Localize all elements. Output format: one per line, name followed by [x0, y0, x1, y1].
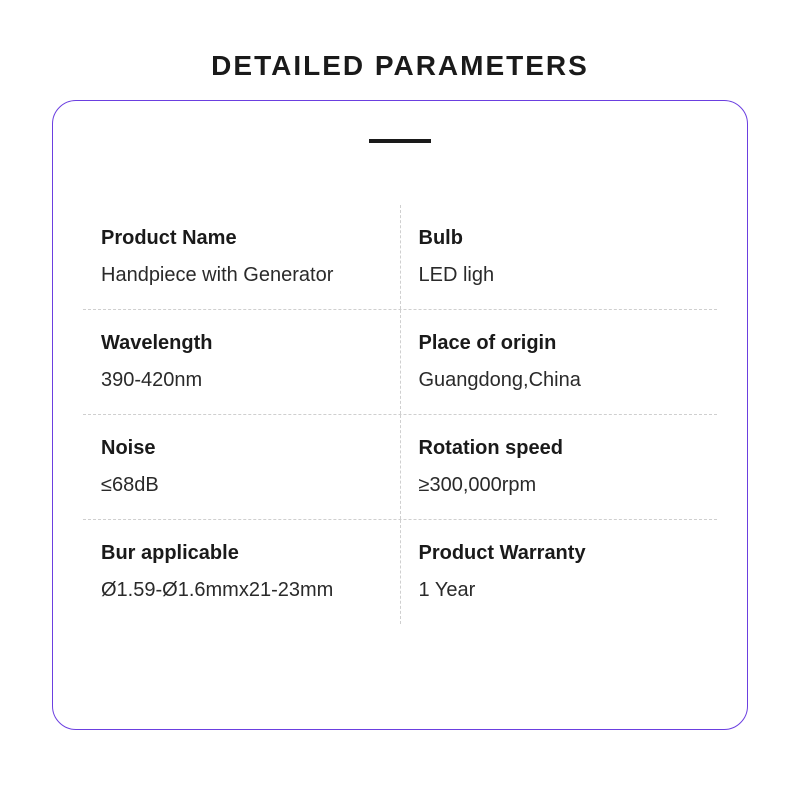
- cell-wavelength: Wavelength 390-420nm: [83, 310, 401, 414]
- cell-bulb: Bulb LED ligh: [401, 205, 718, 309]
- param-value: Handpiece with Generator: [101, 264, 390, 287]
- param-label: Noise: [101, 437, 390, 460]
- table-row: Wavelength 390-420nm Place of origin Gua…: [83, 310, 717, 415]
- param-value: ≤68dB: [101, 474, 390, 497]
- param-value: LED ligh: [419, 264, 708, 287]
- parameters-grid: Product Name Handpiece with Generator Bu…: [83, 205, 717, 624]
- param-label: Rotation speed: [419, 437, 708, 460]
- parameters-card: Product Name Handpiece with Generator Bu…: [52, 100, 748, 730]
- table-row: Product Name Handpiece with Generator Bu…: [83, 205, 717, 310]
- cell-place-of-origin: Place of origin Guangdong,China: [401, 310, 718, 414]
- table-row: Bur applicable Ø1.59-Ø1.6mmx21-23mm Prod…: [83, 520, 717, 624]
- param-value: 1 Year: [419, 579, 708, 602]
- param-label: Product Name: [101, 227, 390, 250]
- param-value: Guangdong,China: [419, 369, 708, 392]
- page-title: DETAILED PARAMETERS: [52, 50, 748, 82]
- param-label: Wavelength: [101, 332, 390, 355]
- divider-dash: [369, 139, 431, 143]
- cell-rotation-speed: Rotation speed ≥300,000rpm: [401, 415, 718, 519]
- cell-noise: Noise ≤68dB: [83, 415, 401, 519]
- cell-product-warranty: Product Warranty 1 Year: [401, 520, 718, 624]
- cell-bur-applicable: Bur applicable Ø1.59-Ø1.6mmx21-23mm: [83, 520, 401, 624]
- param-value: Ø1.59-Ø1.6mmx21-23mm: [101, 579, 390, 602]
- param-value: 390-420nm: [101, 369, 390, 392]
- param-label: Product Warranty: [419, 542, 708, 565]
- param-label: Place of origin: [419, 332, 708, 355]
- param-value: ≥300,000rpm: [419, 474, 708, 497]
- param-label: Bur applicable: [101, 542, 390, 565]
- table-row: Noise ≤68dB Rotation speed ≥300,000rpm: [83, 415, 717, 520]
- cell-product-name: Product Name Handpiece with Generator: [83, 205, 401, 309]
- param-label: Bulb: [419, 227, 708, 250]
